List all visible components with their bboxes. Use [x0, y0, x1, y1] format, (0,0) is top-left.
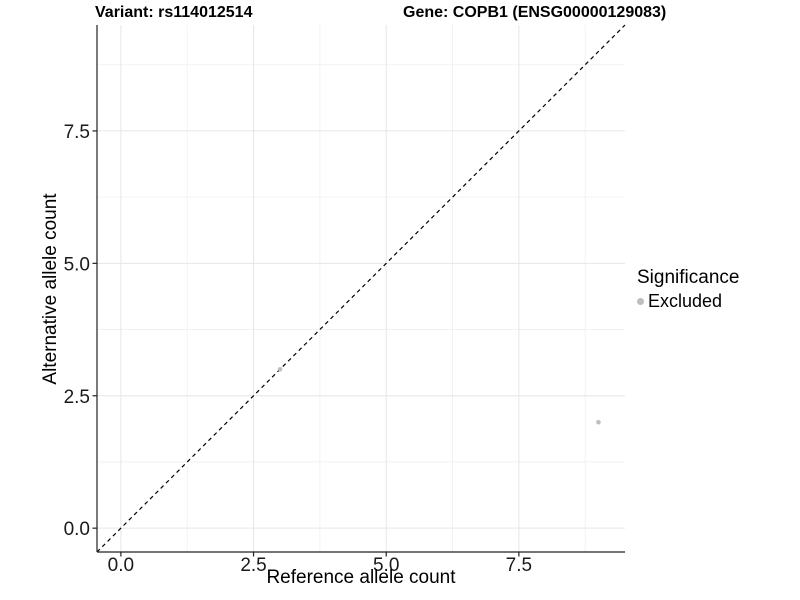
plot-title-gene: Gene: COPB1 (ENSG00000129083)	[403, 4, 667, 21]
data-point	[277, 366, 283, 372]
y-tick-label: 7.5	[64, 122, 90, 143]
legend-item: Excluded	[637, 291, 739, 311]
data-point	[596, 419, 601, 425]
x-tick-label: 5.0	[373, 555, 399, 576]
legend: Significance Excluded	[637, 266, 739, 311]
legend-point-icon	[637, 297, 644, 305]
y-tick-label: 0.0	[64, 519, 90, 540]
legend-item-label: Excluded	[648, 291, 723, 311]
x-tick-label: 0.0	[108, 555, 134, 576]
identity-line	[96, 24, 626, 553]
y-axis-label: Alternative allele count	[40, 193, 61, 385]
plot-title-variant: Variant: rs114012514	[95, 4, 253, 21]
x-tick-label: 7.5	[506, 555, 532, 576]
y-tick-label: 2.5	[64, 387, 90, 408]
x-tick-label: 2.5	[240, 555, 266, 576]
x-axis-label: Reference allele count	[266, 567, 456, 588]
y-tick-label: 5.0	[64, 254, 90, 275]
legend-title: Significance	[637, 267, 740, 288]
